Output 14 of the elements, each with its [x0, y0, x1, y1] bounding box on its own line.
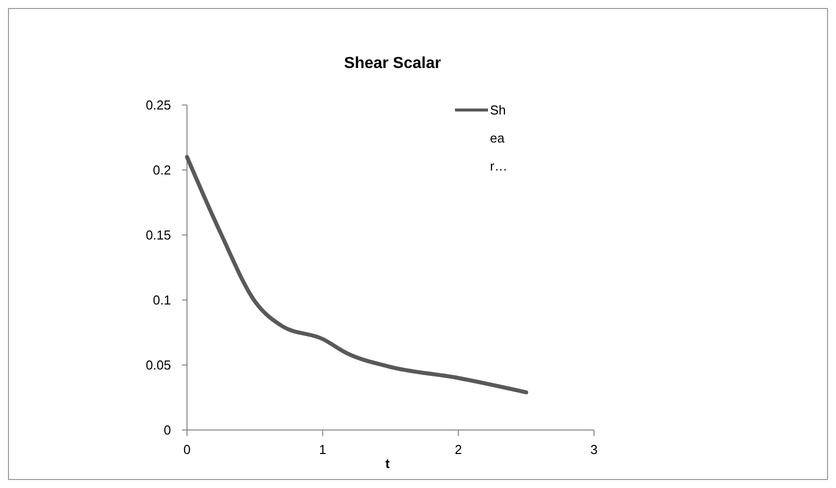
y-tick-label: 0.2: [152, 162, 171, 178]
y-tick-label: 0.05: [146, 358, 171, 373]
x-tick-label: 0: [183, 442, 191, 457]
x-tick-label: 2: [454, 442, 462, 457]
y-tick-label: 0: [164, 422, 171, 438]
y-tick-label: 0.1: [152, 292, 171, 308]
y-tick-label: 0.15: [146, 228, 171, 243]
y-tick-label: 0.25: [146, 98, 171, 113]
line-series: [185, 155, 528, 394]
x-axis-title: t: [385, 456, 390, 471]
x-tick-label: 1: [319, 442, 326, 457]
chart-title: Shear Scalar: [344, 55, 441, 72]
legend-label: Shear…: [490, 102, 508, 174]
x-tick-label: 3: [590, 442, 598, 457]
